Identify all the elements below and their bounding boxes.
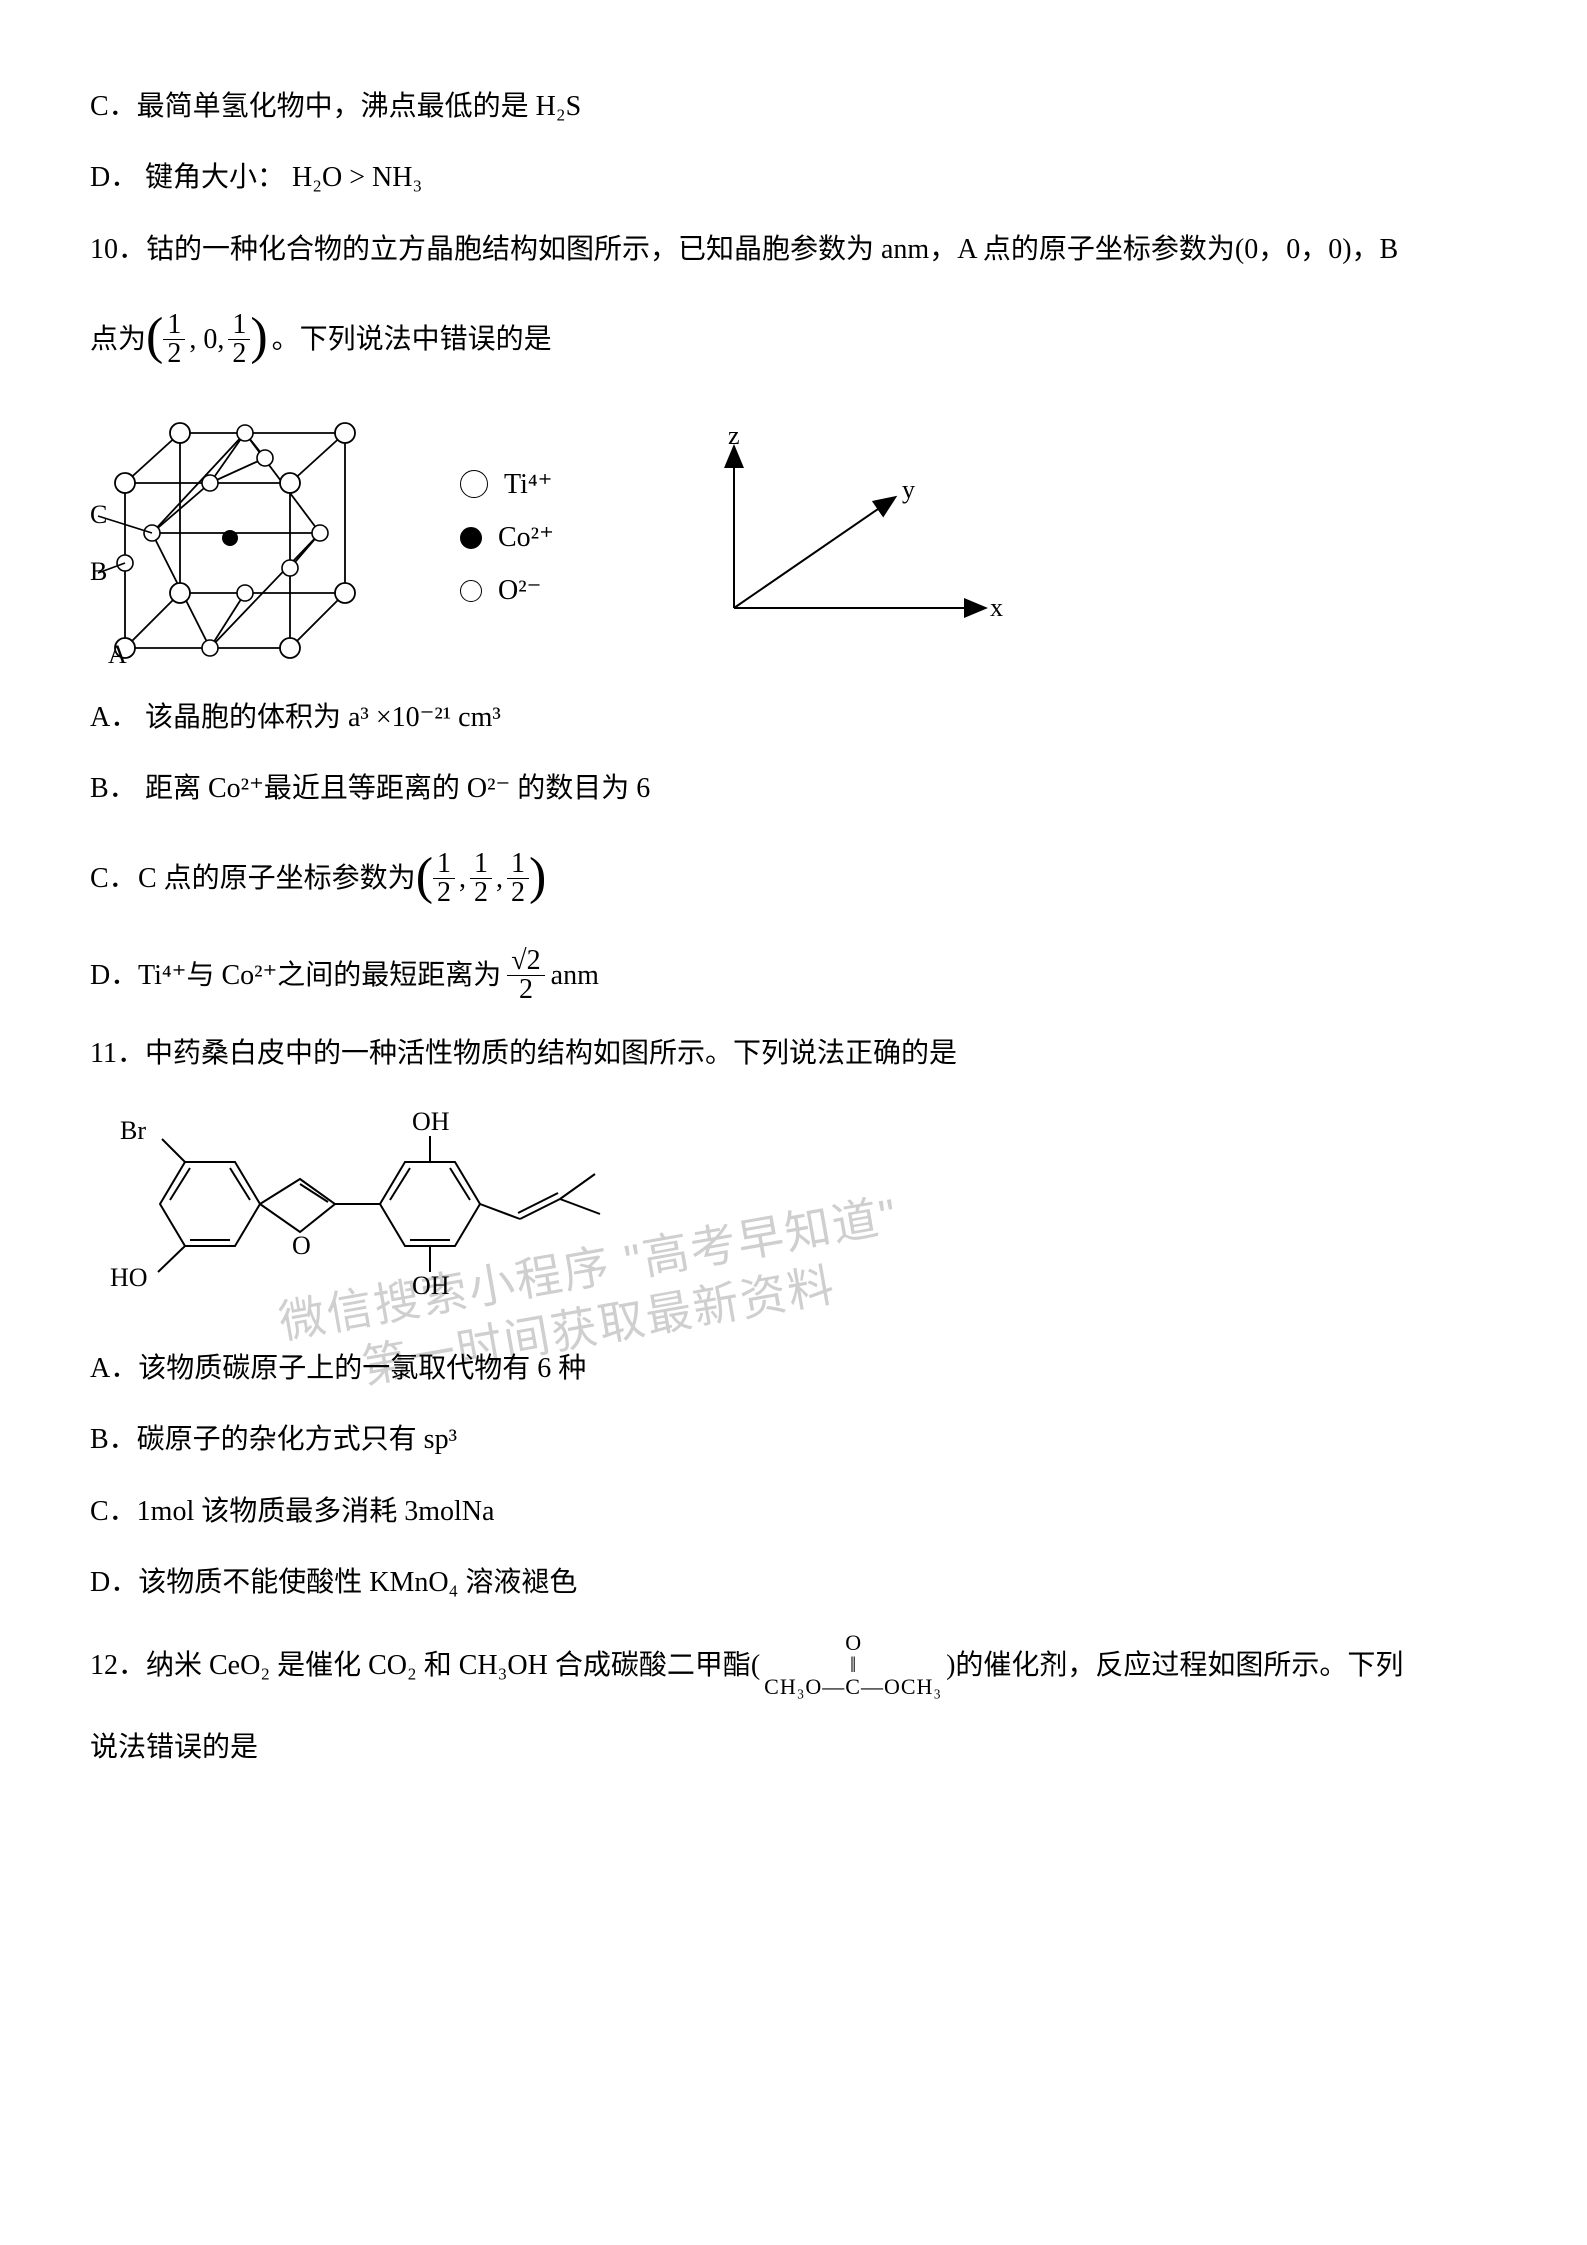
q10-stem-pre: 点为 [90,318,146,361]
q11-option-b: B．碳原子的杂化方式只有 sp³ [90,1418,1497,1461]
axis-y-label: y [902,475,915,504]
legend-co-label: Co²⁺ [498,516,554,559]
axis-z-label: z [728,428,740,450]
q10-stem-line2: 点为 ( 12 , 0, 12 ) 。下列说法中错误的是 [90,299,1497,380]
atom-oh2: OH [412,1271,450,1300]
axes-figure: z y x [674,428,1014,648]
q10-stem-post: 。下列说法中错误的是 [272,318,552,361]
q9-option-c: C．最简单氢化物中，沸点最低的是 H₂S [90,85,1497,128]
q12-stem-line2: 说法错误的是 [90,1726,1497,1769]
cube-label-C: C [90,500,107,529]
crystal-cube-figure: A B C [90,408,400,668]
ti-marker-icon [460,470,488,498]
legend-ti: Ti⁴⁺ [460,463,554,506]
paren-right: ) [250,297,267,378]
dmc-formula: O ‖ CH₃O—C—OCH₃ [764,1632,942,1698]
q9-d-formula: H₂O > NH₃ [292,162,422,193]
legend-o-label: O²⁻ [498,569,541,612]
atom-o: O [292,1231,311,1260]
legend-co: Co²⁺ [460,516,554,559]
q12-stem-line1: 12．纳米 CeO₂ 是催化 CO₂ 和 CH₃OH 合成碳酸二甲酯( O ‖ … [90,1632,1497,1698]
q11-structure: Br HO OH OH O [100,1104,660,1304]
q9-option-d: D． 键角大小： H₂O > NH₃ [90,156,1497,199]
q10-frac2: 12 [228,311,250,368]
axis-x-label: x [990,593,1003,622]
q10-option-a: A． 该晶胞的体积为 a³ ×10⁻²¹ cm³ [90,696,1497,739]
q11-option-d: D．该物质不能使酸性 KMnO₄ 溶液褪色 [90,1561,1497,1604]
q10-frac1: 12 [163,311,185,368]
atom-br: Br [120,1116,146,1145]
q9-d-text: 键角大小： [145,162,285,193]
legend-ti-label: Ti⁴⁺ [504,463,552,506]
q11-stem: 11．中药桑白皮中的一种活性物质的结构如图所示。下列说法正确的是 [90,1032,1497,1075]
q10-option-c: C． C 点的原子坐标参数为 ( 12 , 12 , 12 ) [90,839,1497,920]
cube-label-B: B [90,557,107,586]
q10-frac-mid: , 0, [185,318,228,361]
cube-label-A: A [108,640,127,668]
q11-option-a: A．该物质碳原子上的一氯取代物有 6 种 [90,1347,1497,1390]
q11-option-c: C．1mol 该物质最多消耗 3molNa [90,1490,1497,1533]
q9-d-label: D． [90,156,138,199]
o-marker-icon [460,580,482,602]
q10-option-b: B． 距离 Co²⁺最近且等距离的 O²⁻ 的数目为 6 [90,767,1497,810]
atom-ho: HO [110,1263,148,1292]
q10-option-d: D． Ti⁴⁺与 Co²⁺之间的最短距离为 √22 anm [90,947,1497,1004]
legend-o: O²⁻ [460,569,554,612]
q10-stem-line1: 10．钴的一种化合物的立方晶胞结构如图所示，已知晶胞参数为 anm，A 点的原子… [90,228,1497,271]
paren-left: ( [146,297,163,378]
co-marker-icon [460,527,482,549]
crystal-legend: Ti⁴⁺ Co²⁺ O²⁻ [460,453,554,623]
q10-figure-row: A B C Ti⁴⁺ Co²⁺ O²⁻ [90,408,1497,668]
atom-oh1: OH [412,1107,450,1136]
